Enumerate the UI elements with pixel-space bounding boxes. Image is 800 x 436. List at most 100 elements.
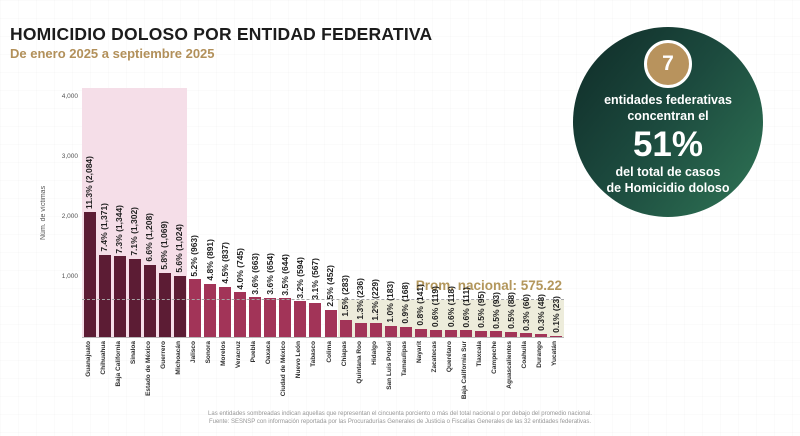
bar-value-label-colima: 2.5% (452) — [325, 265, 336, 307]
page-title: HOMICIDIO DOLOSO POR ENTIDAD FEDERATIVA — [10, 24, 433, 44]
bar-nayarit — [414, 328, 427, 337]
bar-coahuila — [520, 333, 533, 337]
footnote-line2: Fuente: SESNSP con información reportada… — [208, 418, 592, 425]
x-label-guerrero: Guerrero — [159, 341, 167, 369]
bar-veracruz — [234, 292, 247, 337]
bar-value-label-morelos: 4.5% (837) — [219, 242, 230, 284]
x-label-quer-taro: Querétaro — [446, 341, 454, 373]
bar-tamaulipas — [399, 326, 412, 337]
badge-count-circle: 7 — [644, 40, 692, 88]
x-label-estado-de-m-xico: Estado de México — [144, 341, 152, 396]
badge-text-line3: del total de casos — [615, 165, 721, 179]
bar-nuevo-le-n — [294, 301, 307, 337]
x-label-coahuila: Coahuila — [521, 341, 529, 369]
x-label-yucat-n: Yucatán — [551, 341, 559, 366]
bar-value-label-tlaxcala: 0.5% (95) — [475, 291, 486, 329]
footnote-line1: Las entidades sombreadas indican aquella… — [208, 411, 592, 417]
y-tick-3000: 3,000 — [61, 153, 78, 160]
x-label-durango: Durango — [536, 341, 544, 368]
bar-value-label-puebla: 3.6% (663) — [249, 252, 260, 295]
bar-guanajuato — [83, 211, 96, 337]
national-average-label: Prom. nacional: 575.22 — [415, 278, 562, 293]
page-subtitle: De enero 2025 a septiembre 2025 — [10, 46, 215, 61]
bar-value-label-yucat-n: 0.1% (23) — [550, 295, 561, 333]
plot-area: Prom. nacional: 575.22 11.3% (2,084) 7.4%… — [82, 88, 564, 338]
bar-value-label-jalisco: 5.2% (963) — [189, 234, 200, 277]
bar-value-label-durango: 0.3% (48) — [535, 294, 546, 332]
national-average-line — [82, 299, 564, 300]
bar-puebla — [249, 297, 262, 337]
badge-count: 7 — [662, 52, 674, 75]
bar-value-label-tabasco: 3.1% (567) — [309, 258, 320, 300]
y-tick-4000: 4,000 — [61, 93, 78, 100]
x-label-guanajuato: Guanajuato — [84, 341, 92, 377]
y-tick-2000: 2,000 — [61, 213, 78, 220]
bar-value-label-sinaloa: 7.1% (1,302) — [129, 207, 140, 256]
bar-value-label-campeche: 0.5% (93) — [490, 291, 501, 329]
bar-value-label-chiapas: 1.5% (283) — [340, 275, 351, 318]
bar-tlaxcala — [475, 331, 488, 337]
x-label-tabasco: Tabasco — [310, 341, 318, 367]
bar-value-label-san-luis-potos-: 1.0% (183) — [385, 281, 396, 324]
bar-value-label-baja-california: 7.3% (1,344) — [114, 204, 125, 254]
bar-value-label-quer-taro: 0.6% (118) — [445, 285, 456, 327]
x-label-chihuahua: Chihuahua — [99, 341, 107, 375]
bar-value-label-nuevo-le-n: 3.2% (594) — [294, 256, 305, 299]
bar-estado-de-m-xico — [143, 264, 156, 337]
x-label-sonora: Sonora — [205, 341, 213, 364]
bar-guerrero — [158, 272, 171, 337]
bar-value-label-quintana-roo: 1.3% (236) — [355, 278, 366, 320]
bar-san-luis-potos- — [384, 326, 397, 337]
x-label-morelos: Morelos — [220, 341, 228, 366]
x-label-baja-california: Baja California — [114, 341, 122, 387]
bar-value-label-michoac-n: 5.6% (1,024) — [174, 223, 185, 273]
bar-value-label-guanajuato: 11.3% (2,084) — [84, 156, 95, 209]
bar-baja-california-sur — [460, 330, 473, 337]
bar-durango — [535, 334, 548, 337]
x-label-tamaulipas: Tamaulipas — [400, 341, 408, 377]
bar-hidalgo — [369, 323, 382, 337]
bar-value-label-sonora: 4.8% (891) — [204, 238, 215, 281]
bar-campeche — [490, 331, 503, 337]
x-label-puebla: Puebla — [250, 341, 258, 363]
x-label-jalisco: Jalisco — [189, 341, 197, 364]
badge-text-line1: entidades federativas — [604, 93, 732, 107]
bar-value-label-chihuahua: 7.4% (1,371) — [99, 203, 110, 252]
bar-quintana-roo — [354, 322, 367, 337]
bar-morelos — [219, 286, 232, 337]
bar-value-label-aguascalientes: 0.5% (88) — [505, 291, 516, 329]
x-label-san-luis-potos-: San Luis Potosí — [385, 341, 393, 390]
bar-quer-taro — [445, 329, 458, 337]
x-label-nayarit: Nayarit — [415, 341, 423, 364]
x-label-zacatecas: Zacatecas — [430, 341, 438, 373]
bar-tabasco — [309, 302, 322, 337]
x-label-oaxaca: Oaxaca — [265, 341, 273, 365]
bar-michoac-n — [173, 275, 186, 337]
bar-value-label-guerrero: 5.8% (1,069) — [159, 221, 170, 270]
y-tick-1000: 1,000 — [61, 273, 78, 280]
bar-jalisco — [188, 279, 201, 337]
bar-sinaloa — [128, 258, 141, 337]
x-label-chiapas: Chiapas — [340, 341, 348, 367]
bar-chihuahua — [98, 254, 111, 337]
bar-value-label-estado-de-m-xico: 6.6% (1,208) — [144, 212, 155, 262]
x-label-sinaloa: Sinaloa — [129, 341, 137, 365]
summary-badge: 7 entidades federativas concentran el 51… — [573, 27, 763, 217]
bar-sonora — [204, 283, 217, 337]
bar-value-label-hidalgo: 1.2% (229) — [370, 278, 381, 321]
badge-text-line2: concentran el — [627, 108, 709, 123]
x-label-michoac-n: Michoacán — [174, 341, 182, 375]
x-label-tlaxcala: Tlaxcala — [476, 341, 484, 367]
bar-value-label-coahuila: 0.3% (60) — [520, 293, 531, 331]
bar-colima — [324, 309, 337, 337]
bar-value-label-nayarit: 0.8% (141) — [415, 283, 426, 326]
bar-yucat-n — [550, 335, 563, 337]
x-label-hidalgo: Hidalgo — [370, 341, 378, 365]
bar-ciudad-de-m-xico — [279, 298, 292, 337]
bar-value-label-oaxaca: 3.6% (654) — [264, 253, 275, 295]
bar-value-label-zacatecas: 0.6% (119) — [430, 285, 441, 327]
x-label-quintana-roo: Quintana Roo — [355, 341, 363, 384]
bar-value-label-baja-california-sur: 0.6% (111) — [460, 286, 471, 328]
